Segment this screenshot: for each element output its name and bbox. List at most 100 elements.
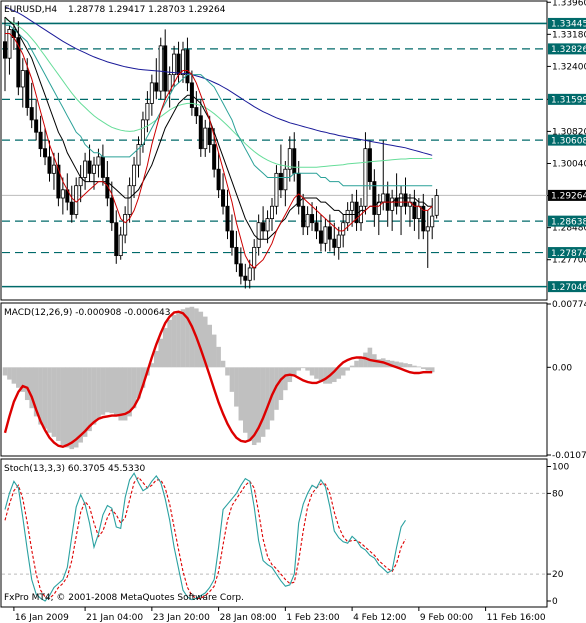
level-price-tag-bg [548, 247, 586, 259]
macd-bar [349, 365, 355, 368]
stoch-label: Stoch(13,3,3) 60.3705 45.5330 [4, 464, 145, 474]
candle-body [38, 131, 43, 150]
macd-bar [33, 367, 39, 417]
candle-body [278, 172, 283, 191]
candle-body [51, 164, 56, 174]
candle-body [92, 164, 97, 174]
x-tick-label: 23 Jan 20:00 [153, 613, 210, 623]
macd-bar [122, 367, 128, 421]
macd-bar [202, 316, 208, 368]
candle-body [318, 230, 323, 244]
macd-bar [207, 324, 212, 368]
candle-body [269, 205, 274, 219]
candle-body [132, 164, 137, 187]
candle-body [229, 230, 234, 248]
macd-bar [332, 367, 337, 383]
price-panel-frame [0, 0, 548, 301]
macd-bar [96, 367, 101, 419]
candle-body [416, 205, 421, 219]
macd-bar [211, 334, 217, 368]
current-price-tag: 1.29264 [551, 192, 586, 202]
candle-body [109, 197, 114, 224]
candle-body [367, 148, 372, 182]
candle-body [256, 222, 261, 248]
macd-bar [20, 367, 26, 392]
candle-body [287, 148, 292, 170]
candle-body [3, 41, 8, 59]
macd-bar [416, 366, 422, 368]
macd-bar [109, 367, 115, 414]
ma-teal-line [5, 24, 433, 187]
candle-body [216, 168, 221, 191]
candle-body [425, 226, 430, 232]
candle-body [225, 205, 230, 232]
macd-bar [220, 360, 226, 368]
macd-bar [65, 367, 70, 448]
candle-body [185, 49, 190, 84]
macd-bar [412, 365, 417, 368]
macd-bar [73, 367, 79, 448]
candle-body [265, 218, 270, 232]
macd-bar [291, 367, 297, 376]
macd-bar [421, 367, 426, 369]
candle-body [274, 172, 279, 207]
macd-bar [278, 367, 284, 401]
stoch-signal-line [4, 476, 406, 599]
macd-bar [167, 319, 172, 368]
candle-body [118, 234, 123, 257]
candle-body [60, 189, 65, 199]
macd-bar [16, 367, 21, 388]
candle-body [341, 222, 346, 236]
candle-body [421, 205, 426, 232]
candle-body [163, 45, 168, 92]
macd-bar [47, 367, 52, 433]
macd-bar [323, 367, 328, 384]
macd-bar [105, 367, 110, 413]
level-price-tag-bg [548, 17, 586, 29]
level-price-tag-bg [548, 43, 586, 55]
macd-signal-line [3, 310, 433, 448]
candle-body [243, 275, 248, 281]
candle-body [310, 214, 315, 224]
macd-bar [314, 367, 319, 379]
candle-body [136, 144, 141, 166]
macd-bar [162, 328, 168, 368]
candle-body [127, 185, 132, 215]
candle-body [399, 193, 404, 207]
candle-body [123, 214, 128, 236]
price-plot [2, 6, 547, 289]
level-price-tag-bg [548, 281, 586, 293]
macd-bar [367, 347, 373, 368]
x-tick-label: 4 Feb 12:00 [353, 613, 407, 623]
candle-body [430, 215, 435, 228]
x-tick-label: 9 Feb 00:00 [420, 613, 474, 623]
level-price-tag: 1.28638 [551, 217, 586, 227]
candle-body [149, 82, 154, 104]
candle-body [261, 222, 266, 232]
macd-bar [113, 367, 119, 417]
macd-bar [398, 362, 404, 368]
price-tick-label: 1.28480 [552, 224, 586, 234]
x-tick-label: 16 Jan 2009 [15, 613, 69, 623]
macd-bar [300, 367, 306, 369]
candle-body [74, 185, 79, 215]
candle-body [292, 148, 297, 174]
candle-body [43, 148, 48, 158]
macd-bar [376, 359, 382, 368]
macd-bar [363, 352, 368, 368]
candle-body [16, 37, 21, 88]
macd-bar [216, 346, 221, 368]
level-price-tag: 1.31599 [551, 96, 586, 106]
macd-bar [185, 307, 190, 368]
macd-panel-frame [0, 302, 548, 457]
stoch-tick-label: 100 [552, 463, 569, 473]
candle-body [403, 193, 408, 207]
macd-bar [91, 367, 97, 425]
candle-body [372, 181, 377, 215]
candle-body [305, 214, 310, 228]
candle-body [180, 49, 185, 76]
price-tick-label: 1.33960 [552, 0, 586, 8]
candle-body [221, 189, 226, 207]
candle-body [96, 156, 101, 166]
